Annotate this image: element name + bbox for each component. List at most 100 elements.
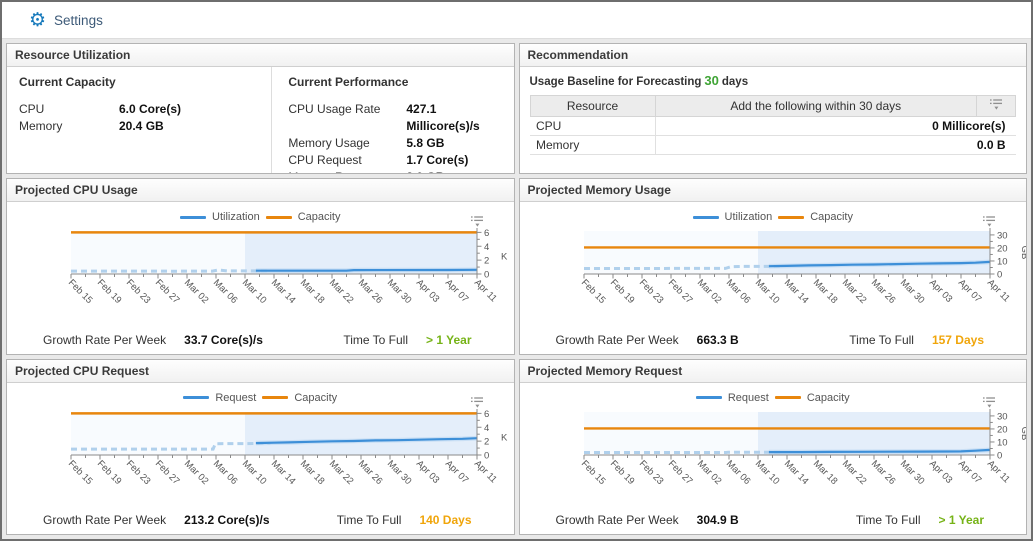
current-capacity-section: Current Capacity CPU 6.0 Core(s) Memory … <box>7 67 271 173</box>
table-customizer-icon[interactable] <box>989 99 1003 114</box>
svg-text:Mar 30: Mar 30 <box>385 277 414 306</box>
series-legend-label: Request <box>215 391 257 404</box>
svg-text:Apr 07: Apr 07 <box>955 458 983 486</box>
memory-usage-chart-plot: Feb 15 Feb 19 Feb 23 Feb 27 Mar 02 Mar 06 Mar … <box>578 228 1027 306</box>
svg-text:Feb 15: Feb 15 <box>578 458 607 487</box>
svg-text:Mar 22: Mar 22 <box>327 277 356 306</box>
svg-text:Mar 22: Mar 22 <box>327 458 356 487</box>
svg-text:20: 20 <box>997 243 1008 254</box>
cpu-request-chart-plot: Feb 15 Feb 19 Feb 23 Feb 27 Mar 02 Mar 06 Mar … <box>66 408 508 487</box>
capacity-legend-swatch <box>265 215 292 219</box>
svg-text:Feb 19: Feb 19 <box>95 277 124 306</box>
svg-text:Mar 02: Mar 02 <box>182 458 211 487</box>
svg-text:Apr 03: Apr 03 <box>926 277 954 305</box>
chart-footer: Growth Rate Per Week 213.2 Core(s)/s Tim… <box>7 513 514 534</box>
svg-text:Feb 23: Feb 23 <box>124 277 153 306</box>
chart-legend: Utilization Capacity <box>7 202 514 223</box>
settings-link[interactable]: Settings <box>54 12 103 28</box>
series-legend-swatch <box>692 215 719 219</box>
svg-text:Feb 27: Feb 27 <box>153 458 182 487</box>
capacity-legend-swatch <box>778 215 805 219</box>
settings-gear-icon[interactable]: ⚙ <box>29 9 47 31</box>
svg-text:10: 10 <box>997 256 1008 267</box>
time-to-full-value: 140 Days <box>419 513 472 527</box>
perf-row-memory-usage: Memory Usage 5.8 GB <box>288 136 445 150</box>
svg-text:0: 0 <box>997 450 1002 461</box>
svg-text:Mar 06: Mar 06 <box>723 277 752 306</box>
svg-text:Feb 27: Feb 27 <box>153 277 182 306</box>
svg-text:Mar 30: Mar 30 <box>385 458 414 487</box>
svg-text:Mar 14: Mar 14 <box>781 458 810 487</box>
panel-projected-memory-request: Projected Memory Request Request Capacit… <box>518 358 1027 535</box>
current-performance-section: Current Performance CPU Usage Rate 427.1… <box>271 67 513 173</box>
chart-legend: Utilization Capacity <box>520 202 1027 223</box>
svg-text:Mar 10: Mar 10 <box>240 458 269 487</box>
chart-customizer-icon[interactable] <box>470 396 484 409</box>
svg-text:Apr 07: Apr 07 <box>955 277 983 305</box>
svg-text:Mar 10: Mar 10 <box>240 277 269 306</box>
column-add-following: Add the following within 30 days <box>654 95 977 117</box>
capacity-legend-label: Capacity <box>294 391 338 404</box>
svg-text:Feb 19: Feb 19 <box>607 458 636 487</box>
capacity-row-cpu: CPU 6.0 Core(s) <box>19 102 182 116</box>
svg-text:0: 0 <box>484 450 489 461</box>
svg-text:GB: GB <box>1019 246 1027 260</box>
svg-text:4: 4 <box>484 422 489 433</box>
chart-footer: Growth Rate Per Week 663.3 B Time To Ful… <box>520 333 1027 354</box>
chart-footer: Growth Rate Per Week 304.9 B Time To Ful… <box>520 513 1027 534</box>
svg-text:Mar 10: Mar 10 <box>752 277 781 306</box>
svg-text:Mar 26: Mar 26 <box>356 277 385 306</box>
svg-text:Mar 14: Mar 14 <box>269 458 298 487</box>
recommendation-table: Resource Add the following within 30 day… <box>529 95 1016 155</box>
series-legend-swatch <box>183 396 210 399</box>
panel-projected-memory-usage: Projected Memory Usage Utilization Capac… <box>518 178 1027 355</box>
svg-text:Feb 15: Feb 15 <box>66 277 95 306</box>
svg-text:Mar 26: Mar 26 <box>868 277 897 306</box>
svg-text:Feb 19: Feb 19 <box>95 458 124 487</box>
chart-customizer-icon[interactable] <box>982 396 996 409</box>
time-to-full-value: 157 Days <box>931 332 984 347</box>
svg-text:Apr 07: Apr 07 <box>443 277 471 305</box>
time-to-full-label: Time To Full <box>343 332 408 347</box>
svg-text:Mar 06: Mar 06 <box>723 458 752 487</box>
panel-title: Projected Memory Request <box>519 359 1026 383</box>
svg-text:Apr 07: Apr 07 <box>443 458 471 486</box>
svg-text:Mar 30: Mar 30 <box>897 277 926 306</box>
growth-rate-label: Growth Rate Per Week <box>555 513 679 527</box>
svg-text:Mar 06: Mar 06 <box>211 458 240 487</box>
svg-text:K: K <box>501 432 508 443</box>
svg-text:Mar 18: Mar 18 <box>810 458 839 487</box>
settings-bar: ⚙ Settings <box>2 2 1031 39</box>
svg-text:Mar 14: Mar 14 <box>781 277 810 306</box>
svg-text:Apr 03: Apr 03 <box>414 277 442 305</box>
table-row: CPU 0 Millicore(s) <box>530 116 1016 136</box>
svg-text:Mar 26: Mar 26 <box>356 458 385 487</box>
capacity-legend-label: Capacity <box>810 211 853 223</box>
svg-text:Feb 15: Feb 15 <box>578 277 607 306</box>
growth-rate-value: 304.9 B <box>696 513 739 527</box>
perf-row-cpu-request: CPU Request 1.7 Core(s) <box>288 153 469 167</box>
panel-projected-cpu-request: Projected CPU Request Request Capacity F… <box>6 358 515 535</box>
svg-text:Mar 26: Mar 26 <box>868 458 897 487</box>
svg-text:Feb 19: Feb 19 <box>607 277 636 306</box>
dashboard-grid: Resource Utilization Current Capacity CP… <box>2 39 1031 539</box>
svg-text:Feb 27: Feb 27 <box>665 458 694 487</box>
growth-rate-value: 213.2 Core(s)/s <box>184 513 270 527</box>
chart-customizer-icon[interactable] <box>982 215 996 228</box>
svg-text:GB: GB <box>1019 426 1027 440</box>
svg-text:Mar 18: Mar 18 <box>298 458 327 487</box>
svg-text:20: 20 <box>997 424 1008 435</box>
growth-rate-value: 33.7 Core(s)/s <box>184 332 263 347</box>
baseline-days-value: 30 <box>704 73 719 88</box>
svg-text:10: 10 <box>997 437 1008 448</box>
chart-customizer-icon[interactable] <box>470 215 484 228</box>
svg-text:Mar 30: Mar 30 <box>897 458 926 487</box>
svg-text:Feb 27: Feb 27 <box>665 277 694 306</box>
panel-title: Projected Memory Usage <box>519 179 1026 202</box>
svg-text:2: 2 <box>484 256 489 267</box>
capacity-row-memory: Memory 20.4 GB <box>19 119 164 133</box>
series-legend-label: Request <box>727 391 769 404</box>
time-to-full-value: > 1 Year <box>938 513 985 527</box>
svg-text:Apr 11: Apr 11 <box>472 458 499 485</box>
